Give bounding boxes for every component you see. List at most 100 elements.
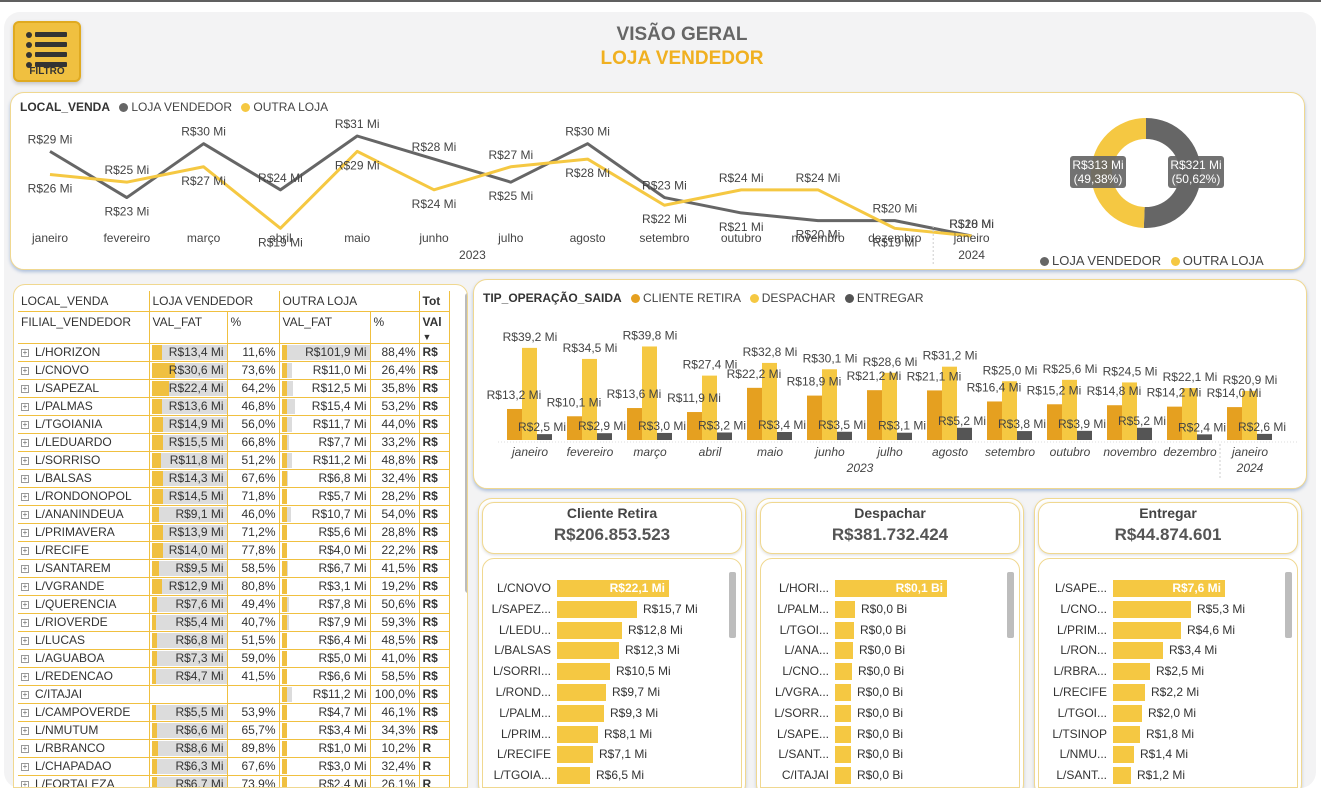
bar-entregar[interactable] bbox=[777, 432, 792, 440]
ranking-bar[interactable] bbox=[557, 725, 598, 743]
ranking-bar[interactable] bbox=[835, 704, 851, 722]
row-name[interactable]: + L/QUERENCIA bbox=[18, 595, 150, 614]
table-row[interactable]: + L/BALSAS R$14,3 Mi 67,6% R$6,8 Mi 32,4% R$ bbox=[18, 469, 450, 488]
header-val-fat-loja[interactable]: VAL_FAT bbox=[149, 311, 228, 344]
expand-icon[interactable]: + bbox=[21, 743, 29, 753]
expand-icon[interactable]: + bbox=[21, 563, 29, 573]
bar-despachar[interactable] bbox=[1182, 388, 1197, 440]
ranking-bar[interactable] bbox=[1113, 767, 1131, 785]
row-name[interactable]: + L/SORRISO bbox=[18, 451, 150, 470]
table-row[interactable]: + L/NMUTUM R$6,6 Mi 65,7% R$3,4 Mi 34,3% R$ bbox=[18, 721, 450, 740]
ranking-bar[interactable] bbox=[1113, 725, 1140, 743]
ranking-bar[interactable] bbox=[557, 621, 622, 639]
ranking-bar[interactable] bbox=[557, 704, 604, 722]
row-name[interactable]: + L/SANTAREM bbox=[18, 559, 150, 578]
row-name[interactable]: + L/AGUABOA bbox=[18, 649, 150, 668]
expand-icon[interactable]: + bbox=[21, 761, 29, 771]
ranking-bar[interactable] bbox=[1113, 684, 1145, 701]
ranking-row[interactable]: L/PRIM... R$8,1 Mi bbox=[501, 725, 727, 743]
ranking-row[interactable]: L/VGRA... R$0,0 Bi bbox=[775, 684, 1005, 701]
expand-icon[interactable]: + bbox=[21, 437, 29, 447]
legend-despachar[interactable]: DESPACHAR bbox=[761, 291, 836, 305]
row-name[interactable]: + L/PRIMAVERA bbox=[18, 523, 150, 542]
ranking-row[interactable]: L/TGOI... R$2,0 Mi bbox=[1058, 704, 1283, 722]
bar-despachar[interactable] bbox=[942, 366, 957, 440]
bar-entregar[interactable] bbox=[957, 427, 972, 440]
ranking-scrollbar[interactable] bbox=[729, 572, 736, 638]
table-row[interactable]: + L/CNOVO R$30,6 Mi 73,6% R$11,0 Mi 26,4% R$ bbox=[18, 361, 450, 380]
ranking-bar[interactable] bbox=[1113, 600, 1191, 618]
ranking-row[interactable]: L/SAPEZ... R$15,7 Mi bbox=[492, 600, 727, 618]
bar-despachar[interactable] bbox=[1122, 382, 1137, 440]
row-name[interactable]: + L/SAPEZAL bbox=[18, 379, 150, 398]
bar-despachar[interactable] bbox=[642, 346, 657, 440]
table-row[interactable]: + L/RECIFE R$14,0 Mi 77,8% R$4,0 Mi 22,2% R$ bbox=[18, 541, 450, 560]
ranking-row[interactable]: L/SORRI... R$10,5 Mi bbox=[493, 663, 727, 681]
expand-icon[interactable]: + bbox=[21, 617, 29, 627]
ranking-row[interactable]: L/SAPE... R$7,6 Mi bbox=[1055, 580, 1283, 597]
row-name[interactable]: + L/RECIFE bbox=[18, 541, 150, 560]
row-name[interactable]: + L/RONDONOPOL bbox=[18, 487, 150, 506]
donut-slice-outra[interactable] bbox=[1091, 118, 1146, 228]
bar-entregar[interactable] bbox=[1077, 430, 1092, 440]
bar-despachar[interactable] bbox=[762, 362, 777, 440]
bar-entregar[interactable] bbox=[897, 432, 912, 440]
table-row[interactable]: + L/HORIZON R$13,4 Mi 11,6% R$101,9 Mi 88,4% R… bbox=[18, 343, 450, 362]
header-local-venda[interactable]: LOCAL_VENDA bbox=[18, 291, 150, 312]
bar-despachar[interactable] bbox=[1002, 381, 1017, 440]
ranking-row[interactable]: L/PRIM... R$4,6 Mi bbox=[1057, 621, 1283, 639]
expand-icon[interactable]: + bbox=[21, 671, 29, 681]
table-row[interactable]: + L/RONDONOPOL R$14,5 Mi 71,8% R$5,7 Mi 28,2%… bbox=[18, 487, 450, 506]
bar-entregar[interactable] bbox=[1137, 427, 1152, 440]
ranking-bar[interactable] bbox=[835, 663, 852, 681]
bar-cliente-retira[interactable] bbox=[747, 387, 762, 440]
row-name[interactable]: + L/LEDUARDO bbox=[18, 433, 150, 452]
ranking-row[interactable]: L/TSINOP R$1,8 Mi bbox=[1052, 725, 1283, 743]
legend-entregar[interactable]: ENTREGAR bbox=[856, 291, 924, 305]
header-pct-outra[interactable]: % bbox=[370, 311, 420, 344]
expand-icon[interactable]: + bbox=[21, 689, 29, 699]
row-name[interactable]: + L/ANANINDEUA bbox=[18, 505, 150, 524]
header-total[interactable]: Tot bbox=[419, 291, 450, 312]
row-name[interactable]: + L/RBRANCO bbox=[18, 739, 150, 758]
ranking-row[interactable]: L/CNO... R$5,3 Mi bbox=[1060, 600, 1283, 618]
ranking-bar[interactable] bbox=[557, 600, 637, 618]
filter-button[interactable]: FILTRO bbox=[13, 21, 81, 82]
row-name[interactable]: + C/ITAJAI bbox=[18, 685, 150, 704]
table-row[interactable]: + L/REDENCAO R$4,7 Mi 41,5% R$6,6 Mi 58,5% R$ bbox=[18, 667, 450, 686]
row-name[interactable]: + L/CNOVO bbox=[18, 361, 150, 380]
expand-icon[interactable]: + bbox=[21, 509, 29, 519]
bar-cliente-retira[interactable] bbox=[1167, 406, 1182, 440]
table-row[interactable]: + L/LUCAS R$6,8 Mi 51,5% R$6,4 Mi 48,5% R$ bbox=[18, 631, 450, 650]
expand-icon[interactable]: + bbox=[21, 545, 29, 555]
bar-despachar[interactable] bbox=[582, 358, 597, 440]
ranking-bar[interactable] bbox=[835, 767, 851, 785]
table-row[interactable]: + C/ITAJAI R$11,2 Mi 100,0% R$ bbox=[18, 685, 450, 704]
table-row[interactable]: + L/LEDUARDO R$15,5 Mi 66,8% R$7,7 Mi 33,2% R$ bbox=[18, 433, 450, 452]
ranking-row[interactable]: L/CNO... R$0,0 Bi bbox=[782, 663, 1005, 681]
expand-icon[interactable]: + bbox=[21, 401, 29, 411]
ranking-row[interactable]: L/SANT... R$0,0 Bi bbox=[778, 746, 1005, 764]
expand-icon[interactable]: + bbox=[21, 383, 29, 393]
legend-outra[interactable]: OUTRA LOJA bbox=[253, 100, 329, 114]
header-outra-loja[interactable]: OUTRA LOJA bbox=[279, 291, 420, 312]
ranking-row[interactable]: L/RBRA... R$2,5 Mi bbox=[1054, 663, 1283, 681]
bar-cliente-retira[interactable] bbox=[987, 401, 1002, 440]
row-name[interactable]: + L/REDENCAO bbox=[18, 667, 150, 686]
ranking-row[interactable]: L/ANA... R$0,0 Bi bbox=[784, 642, 1005, 660]
row-name[interactable]: + L/FORTALEZA bbox=[18, 775, 150, 787]
bar-entregar[interactable] bbox=[717, 432, 732, 440]
bar-cliente-retira[interactable] bbox=[687, 412, 702, 440]
row-name[interactable]: + L/BALSAS bbox=[18, 469, 150, 488]
table-row[interactable]: + L/PRIMAVERA R$13,9 Mi 71,2% R$5,6 Mi 28,8% R… bbox=[18, 523, 450, 542]
header-val-total[interactable]: VAl ▼ bbox=[419, 311, 450, 344]
bar-despachar[interactable] bbox=[882, 372, 897, 440]
ranking-row[interactable]: L/CNOVO R$22,1 Mi bbox=[497, 580, 727, 597]
row-name[interactable]: + L/PALMAS bbox=[18, 397, 150, 416]
expand-icon[interactable]: + bbox=[21, 581, 29, 591]
ranking-bar[interactable] bbox=[1113, 663, 1150, 681]
table-row[interactable]: + L/SANTAREM R$9,5 Mi 58,5% R$6,7 Mi 41,5% R$ bbox=[18, 559, 450, 578]
expand-icon[interactable]: + bbox=[21, 653, 29, 663]
ranking-bar[interactable] bbox=[1113, 621, 1181, 639]
ranking-row[interactable]: L/PALM... R$0,0 Bi bbox=[777, 600, 1005, 618]
